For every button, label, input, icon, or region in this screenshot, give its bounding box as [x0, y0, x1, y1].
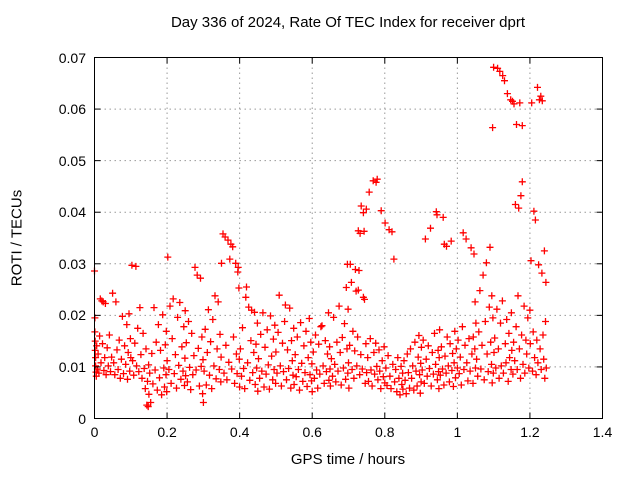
- y-tick-label: 0.05: [58, 152, 86, 169]
- x-tick-label: 0.6: [302, 424, 322, 440]
- x-tick-label: 0.2: [157, 424, 177, 440]
- y-tick-label: 0.02: [58, 307, 86, 324]
- x-tick-label: 0: [90, 424, 99, 440]
- y-tick-label: 0.03: [58, 255, 86, 272]
- y-tick-label: 0.04: [58, 204, 86, 221]
- x-tick-label: 1: [453, 424, 462, 440]
- chart-title: Day 336 of 2024, Rate Of TEC Index for r…: [170, 14, 526, 31]
- y-tick-label: 0.07: [58, 49, 86, 66]
- plot-border: [94, 57, 603, 419]
- data-points: [91, 63, 550, 411]
- y-tick-label: 0.01: [58, 358, 86, 375]
- x-tick-label: 1.4: [592, 424, 613, 440]
- x-tick-label: 1.2: [520, 424, 540, 440]
- x-tick-label: 0.4: [229, 424, 250, 440]
- x-tick-label: 0.8: [375, 424, 395, 440]
- y-tick-label: 0.06: [58, 101, 86, 118]
- y-tick-label: 0: [78, 410, 86, 427]
- x-axis-label: GPS time / hours: [290, 451, 406, 468]
